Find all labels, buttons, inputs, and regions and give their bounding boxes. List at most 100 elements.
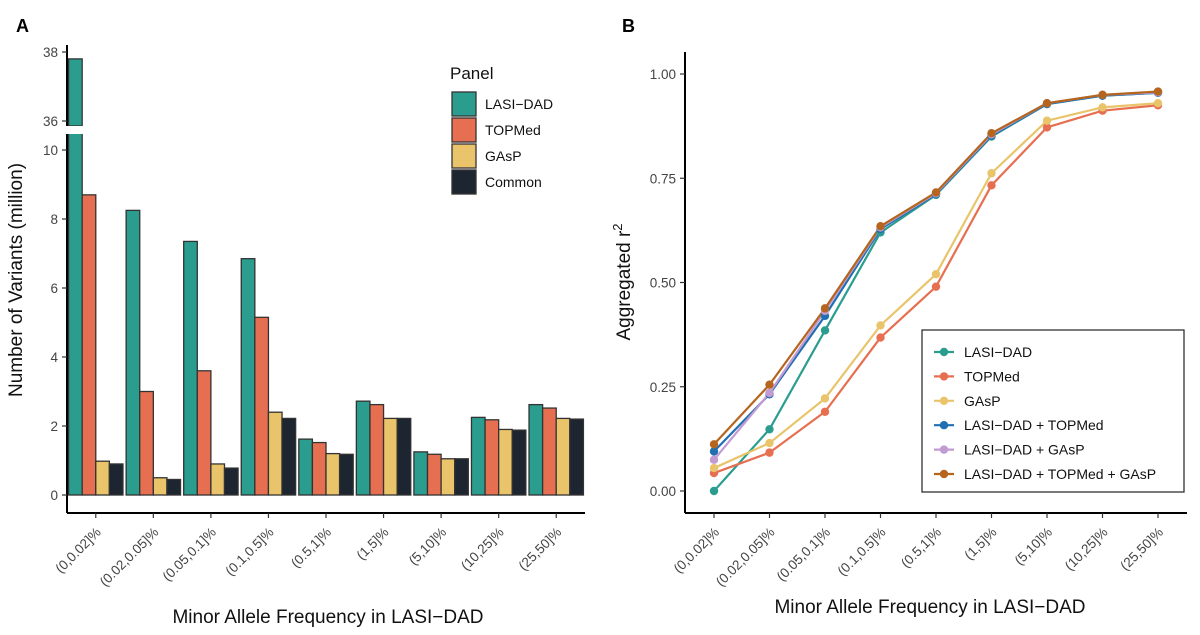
y-tick-label: 36 (43, 114, 58, 129)
bar-1-6 (426, 453, 442, 496)
y-tick-label: 0.00 (650, 484, 676, 499)
point-5-8 (1153, 87, 1163, 96)
bar-2-5 (382, 417, 398, 496)
bar-2-0 (95, 460, 111, 496)
legend-dot-2 (939, 396, 949, 405)
bar-2-7 (498, 428, 513, 496)
point-1-4 (931, 282, 941, 291)
legend-label-0: LASI−DAD (485, 96, 553, 112)
x-tick-label: (0.5,1]% (898, 525, 944, 571)
bar-3-7 (511, 429, 527, 496)
x-tick-label: (5,10]% (1012, 525, 1056, 569)
legend-dot-4 (939, 445, 949, 454)
x-tick-label: (10,25]% (458, 525, 507, 574)
point-2-4 (931, 269, 941, 279)
bar-2-1 (152, 477, 168, 496)
x-tick-label: (0.05,0.1]% (160, 525, 219, 584)
legend-label-2: GAsP (964, 393, 1001, 409)
point-2-1 (765, 438, 774, 448)
bar-0-8 (528, 403, 544, 496)
point-5-6 (1042, 98, 1052, 108)
y-tick-label: 0.75 (650, 171, 676, 186)
bar-2-6 (440, 458, 456, 496)
bar-3-3 (281, 417, 297, 496)
x-tick-label: (0,0.02]% (671, 525, 722, 576)
y-tick-label: 2 (50, 419, 58, 434)
x-tick-label: (25,50]% (1117, 525, 1166, 574)
bar-2-8 (555, 417, 571, 496)
legend-label-2: GAsP (485, 148, 522, 164)
bar-0-5 (355, 400, 371, 496)
bar-0-0-lower (67, 132, 83, 496)
y-tick-label: 38 (43, 45, 58, 60)
point-3-0 (709, 447, 719, 456)
legend-label-4: LASI−DAD + GAsP (964, 442, 1085, 458)
point-2-8 (1153, 98, 1163, 108)
y-tick-label: 6 (50, 281, 58, 296)
bar-1-2 (196, 370, 212, 496)
x-tick-label: (10,25]% (1062, 525, 1111, 574)
bar-0-4 (298, 438, 314, 496)
legend-label-0: LASI−DAD (964, 344, 1032, 360)
legend-label-3: LASI−DAD + TOPMed (964, 417, 1104, 433)
bar-0-6 (413, 451, 429, 496)
legend-label-1: TOPMed (964, 368, 1020, 384)
x-tick-label: (0,0.02]% (52, 525, 103, 576)
bar-2-4 (325, 452, 341, 496)
bar-0-3 (240, 258, 256, 496)
x-tick-label: (0.5,1]% (288, 525, 334, 571)
legend-swatch-2 (451, 143, 477, 169)
panel-a-label: A (16, 16, 29, 36)
bar-1-5 (369, 403, 385, 496)
y-tick-label: 1.00 (650, 67, 676, 82)
axis-break-gap (65, 126, 105, 134)
legend-dot-3 (939, 421, 949, 430)
x-tick-label: (5,10]% (406, 525, 450, 569)
bar-2-3 (267, 411, 283, 496)
bar-1-3 (254, 316, 270, 496)
bar-0-7 (470, 416, 486, 496)
point-1-5 (987, 181, 996, 190)
x-axis-title: Minor Allele Frequency in LASI−DAD (774, 597, 1085, 618)
bar-0-1 (125, 209, 141, 496)
x-axis-title: Minor Allele Frequency in LASI−DAD (172, 607, 483, 628)
point-0-0 (709, 486, 719, 496)
x-tick-label: (25,50]% (516, 525, 565, 574)
bar-1-4 (311, 441, 327, 496)
x-tick-label: (0.1,0.5]% (222, 525, 276, 579)
bar-2-2 (210, 463, 226, 496)
bar-3-0 (108, 463, 124, 496)
bar-3-8 (569, 418, 585, 496)
point-5-1 (765, 380, 774, 389)
bar-1-1 (139, 390, 154, 496)
bar-1-8 (541, 407, 557, 496)
legend-label-1: TOPMed (485, 122, 541, 138)
y-axis-title-superscript: 2 (610, 223, 625, 230)
y-axis-title-main: Aggregated r (614, 230, 635, 341)
legend-label-3: Common (485, 174, 542, 190)
bar-1-7 (484, 419, 500, 496)
y-tick-label: 8 (50, 212, 58, 227)
x-tick-label: (0.05,0.1]% (774, 525, 833, 584)
point-2-6 (1042, 116, 1052, 125)
point-2-5 (987, 169, 996, 178)
point-5-5 (987, 129, 996, 138)
legend-dot-5 (939, 469, 949, 479)
panel-a-bar-chart: A 0 2 4 6 8 10 36 38 (0,0.02]%(0.02,0.05]%(0.05,0… (6, 16, 585, 628)
x-tick-label: (1,5]% (961, 525, 999, 563)
legend-box (921, 329, 1185, 493)
panel-b-label: B (622, 16, 635, 36)
bar-0-2 (183, 240, 198, 496)
bar-1-0 (81, 194, 97, 496)
x-tick-label: (0.02,0.05]% (97, 525, 162, 590)
point-2-3 (876, 321, 885, 330)
point-4-1 (765, 388, 774, 398)
point-5-0 (709, 440, 719, 449)
point-5-3 (876, 222, 885, 231)
point-0-2 (820, 326, 830, 335)
point-4-0 (709, 455, 719, 464)
bar-3-6 (454, 458, 469, 496)
x-tick-label: (0.02,0.05]% (713, 525, 778, 590)
point-2-2 (820, 394, 830, 403)
